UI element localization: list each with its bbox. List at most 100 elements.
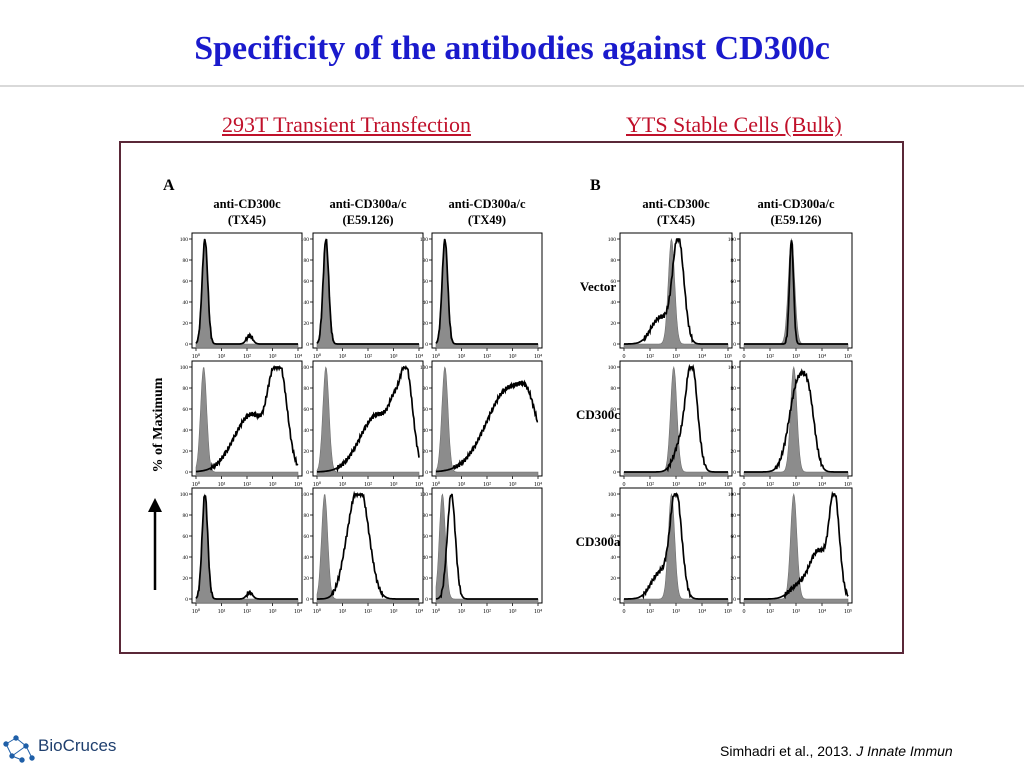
x-tick-label: 10⁵ (844, 482, 852, 488)
y-tick-label: 40 (731, 428, 737, 434)
y-tick-label: 20 (611, 576, 617, 582)
biocruces-logo (3, 735, 35, 763)
y-tick-label: 20 (731, 576, 737, 582)
x-tick-label: 10⁵ (724, 482, 732, 488)
y-tick-label: 80 (731, 386, 737, 392)
x-tick-label: 10⁴ (294, 609, 302, 615)
stain-histogram (744, 490, 849, 600)
x-tick-label: 0 (623, 482, 626, 488)
x-tick-label: 10³ (509, 482, 517, 488)
y-tick-label: 60 (304, 279, 310, 285)
column-header: anti-CD300a/c (448, 197, 526, 211)
y-tick-label: 60 (611, 407, 617, 413)
x-tick-label: 10⁵ (844, 609, 852, 615)
x-tick-label: 10² (483, 609, 491, 615)
stain-histogram (435, 238, 538, 345)
x-tick-label: 10⁵ (724, 609, 732, 615)
y-tick-label: 60 (731, 534, 737, 540)
x-tick-label: 10⁰ (313, 481, 322, 488)
x-tick-label: 10⁴ (534, 354, 542, 360)
y-tick-label: 20 (423, 321, 429, 327)
y-tick-label: 0 (185, 597, 188, 603)
y-tick-label: 20 (304, 321, 310, 327)
y-tick-label: 80 (304, 386, 310, 392)
y-tick-label: 80 (304, 513, 310, 519)
stain-histogram (744, 240, 848, 345)
x-tick-label: 10² (766, 354, 774, 360)
x-tick-label: 10² (364, 482, 372, 488)
figure-frame (119, 141, 904, 654)
x-tick-label: 10² (646, 482, 654, 488)
y-tick-label: 100 (728, 492, 737, 498)
x-tick-label: 10¹ (458, 482, 466, 488)
x-tick-label: 10³ (390, 354, 398, 360)
y-tick-label: 80 (304, 258, 310, 264)
slide-title: Specificity of the antibodies against CD… (194, 30, 830, 67)
x-tick-label: 10⁴ (534, 482, 542, 488)
x-tick-label: 10⁴ (818, 609, 826, 615)
x-tick-label: 10³ (672, 354, 680, 360)
y-tick-label: 80 (611, 386, 617, 392)
y-tick-label: 80 (183, 258, 189, 264)
x-tick-label: 10¹ (458, 354, 466, 360)
y-tick-label: 60 (423, 407, 429, 413)
y-tick-label: 0 (613, 342, 616, 348)
x-tick-label: 0 (623, 609, 626, 615)
stain-histogram (624, 492, 728, 600)
y-tick-label: 100 (301, 492, 310, 498)
stain-histogram (195, 238, 298, 345)
x-tick-label: 10² (364, 354, 372, 360)
x-tick-label: 10³ (792, 354, 800, 360)
y-tick-label: 80 (423, 386, 429, 392)
stain-histogram (624, 363, 728, 473)
x-tick-label: 10⁵ (724, 354, 732, 360)
x-tick-label: 10⁴ (698, 482, 706, 488)
y-tick-label: 40 (731, 300, 737, 306)
y-tick-label: 100 (301, 237, 310, 243)
y-tick-label: 40 (304, 428, 310, 434)
y-tick-label: 60 (611, 534, 617, 540)
y-tick-label: 40 (304, 300, 310, 306)
x-tick-label: 10¹ (458, 609, 466, 615)
x-tick-label: 10² (483, 354, 491, 360)
column-header-clone: (E59.126) (770, 213, 821, 227)
section-heading-stable: YTS Stable Cells (Bulk) (626, 112, 842, 137)
x-tick-label: 10² (243, 482, 251, 488)
y-tick-label: 60 (304, 407, 310, 413)
y-tick-label: 0 (185, 470, 188, 476)
x-tick-label: 10² (483, 482, 491, 488)
x-tick-label: 0 (743, 609, 746, 615)
y-tick-label: 40 (611, 300, 617, 306)
y-tick-label: 60 (731, 407, 737, 413)
x-tick-label: 0 (623, 354, 626, 360)
x-tick-label: 10³ (390, 482, 398, 488)
x-tick-label: 10² (364, 609, 372, 615)
citation-journal: J Innate Immun (856, 743, 953, 759)
y-tick-label: 0 (733, 342, 736, 348)
biocruces-logo-text: BioCruces (38, 736, 117, 755)
y-tick-label: 80 (611, 513, 617, 519)
isotype-histogram (316, 366, 420, 477)
y-axis-arrow-head (148, 498, 162, 512)
panel-label: A (163, 177, 175, 194)
y-tick-label: 0 (306, 597, 309, 603)
y-tick-label: 100 (180, 237, 189, 243)
y-tick-label: 100 (608, 237, 617, 243)
x-tick-label: 10⁴ (698, 354, 706, 360)
x-tick-label: 10¹ (218, 354, 226, 360)
x-tick-label: 10³ (509, 354, 517, 360)
x-tick-label: 10³ (390, 609, 398, 615)
y-tick-label: 40 (304, 555, 310, 561)
y-tick-label: 0 (425, 470, 428, 476)
y-tick-label: 20 (183, 449, 189, 455)
column-header-clone: (TX45) (228, 213, 266, 227)
x-tick-label: 10² (243, 609, 251, 615)
y-tick-label: 0 (425, 597, 428, 603)
y-tick-label: 40 (423, 300, 429, 306)
citation-authors: Simhadri et al., 2013. (720, 743, 853, 759)
x-tick-label: 10⁴ (534, 609, 542, 615)
y-tick-label: 100 (608, 365, 617, 371)
stain-histogram (624, 237, 728, 345)
y-tick-label: 60 (423, 279, 429, 285)
x-tick-label: 10³ (269, 609, 277, 615)
